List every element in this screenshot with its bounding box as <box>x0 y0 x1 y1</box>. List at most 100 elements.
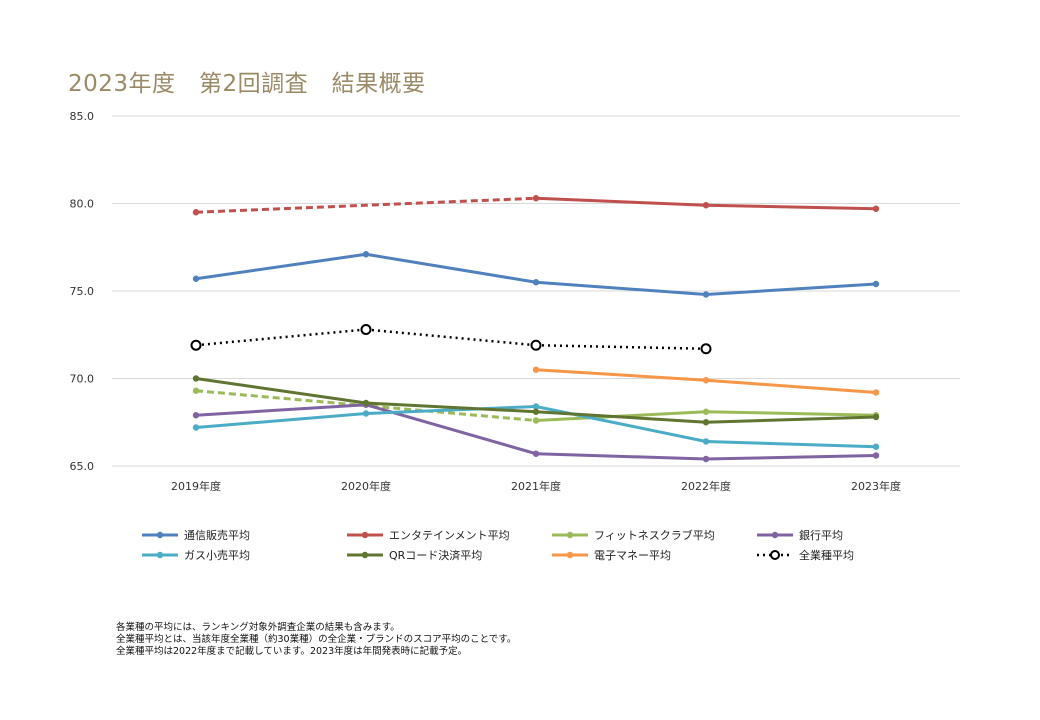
series-7 <box>190 324 712 355</box>
data-point <box>532 195 540 202</box>
legend-marker <box>550 549 590 561</box>
series-line <box>705 454 877 461</box>
series-line <box>705 203 877 211</box>
legend-marker <box>140 549 180 561</box>
data-point <box>872 443 880 450</box>
data-point <box>360 324 372 335</box>
data-point <box>532 417 540 424</box>
data-point <box>532 366 540 373</box>
legend-marker <box>345 549 385 561</box>
series-line <box>535 196 707 207</box>
series-line <box>535 410 707 424</box>
x-tick-label: 2020年度 <box>341 479 391 493</box>
series-line <box>195 328 367 347</box>
data-point <box>362 399 370 407</box>
series-line <box>705 410 877 417</box>
data-point <box>192 209 200 216</box>
footnote: 全業種平均は2022年度まで記載しています。2023年度は年間発表時に記載予定。 <box>116 646 468 657</box>
legend-item: 全業種平均 <box>755 548 905 562</box>
y-tick-label: 80.0 <box>70 198 95 211</box>
legend-label: QRコード決済平均 <box>389 549 483 562</box>
legend-item: 通信販売平均 <box>140 528 345 542</box>
legend-marker <box>550 529 590 541</box>
series-line <box>705 440 877 449</box>
data-point <box>192 412 200 419</box>
legend-item: 銀行平均 <box>755 528 905 542</box>
data-point <box>190 339 202 351</box>
data-point <box>192 275 200 282</box>
page-title: 2023年度 第2回調査 結果概要 <box>68 71 426 97</box>
data-point <box>702 455 710 463</box>
y-tick-label: 75.0 <box>70 285 95 298</box>
data-point <box>702 291 710 298</box>
footnotes: 各業種の平均には、ランキング対象外調査企業の結果も含みます。 全業種平均とは、当… <box>116 622 516 658</box>
legend-label: 通信販売平均 <box>184 529 250 542</box>
data-point <box>192 424 200 431</box>
legend-item: 電子マネー平均 <box>550 548 755 562</box>
legend-marker <box>140 529 180 541</box>
data-point <box>872 280 880 288</box>
data-point <box>192 387 200 394</box>
x-tick-label: 2021年度 <box>511 479 561 493</box>
data-point <box>700 343 712 355</box>
data-point <box>872 452 880 459</box>
series-4 <box>192 403 880 450</box>
series-line <box>535 280 707 296</box>
y-tick-label: 65.0 <box>70 460 95 473</box>
data-point <box>362 410 370 417</box>
footnote: 全業種平均とは、当該年度全業種（約30業種）の全企業・ブランドのスコア平均のこと… <box>116 634 517 645</box>
series-line <box>365 328 537 347</box>
x-tick-label: 2019年度 <box>171 479 221 493</box>
series-line <box>365 252 537 284</box>
legend-label: 全業種平均 <box>799 549 854 562</box>
series-line <box>535 344 707 350</box>
series-1 <box>192 195 880 216</box>
series-line <box>535 452 707 461</box>
legend-marker <box>755 529 795 541</box>
series-line <box>535 368 707 382</box>
series-line <box>195 377 367 405</box>
legend-label: フィットネスクラブ平均 <box>594 529 715 542</box>
series-0 <box>192 251 880 298</box>
series-line <box>365 401 537 414</box>
legend-item: QRコード決済平均 <box>345 548 550 562</box>
series-line <box>195 252 367 281</box>
data-point <box>702 377 710 384</box>
series-6 <box>532 366 880 396</box>
x-tick-label: 2023年度 <box>851 479 901 493</box>
legend-item: ガス小売平均 <box>140 548 345 562</box>
legend-marker <box>345 529 385 541</box>
legend-label: エンタテインメント平均 <box>389 529 510 542</box>
legend: 通信販売平均 エンタテインメント平均 フィットネスクラブ平均 銀行平均ガス小売平均 QR… <box>140 528 900 562</box>
series-line <box>195 403 367 417</box>
legend-label: ガス小売平均 <box>184 549 250 562</box>
data-point <box>702 419 710 426</box>
legend-item: フィットネスクラブ平均 <box>550 528 755 542</box>
legend-label: 電子マネー平均 <box>594 549 671 562</box>
legend-marker <box>755 549 795 561</box>
data-point <box>872 205 880 212</box>
data-point <box>532 408 540 415</box>
y-tick-label: 70.0 <box>70 373 95 386</box>
data-point <box>192 375 200 382</box>
series-line <box>195 196 537 214</box>
series-line <box>705 282 877 296</box>
footnote: 各業種の平均には、ランキング対象外調査企業の結果も含みます。 <box>116 622 400 633</box>
data-point <box>872 413 880 421</box>
data-point <box>702 438 710 445</box>
y-tick-label: 85.0 <box>70 110 95 123</box>
legend-label: 銀行平均 <box>799 529 843 542</box>
data-point <box>532 450 540 457</box>
series-5 <box>192 375 880 426</box>
legend-item: エンタテインメント平均 <box>345 528 550 542</box>
x-tick-label: 2022年度 <box>681 479 731 493</box>
data-point <box>530 339 542 351</box>
series-line <box>195 412 367 429</box>
data-point <box>532 403 540 410</box>
data-point <box>362 251 370 258</box>
data-point <box>702 202 710 209</box>
series-line <box>705 415 877 424</box>
series-line <box>705 378 877 394</box>
data-point <box>872 389 880 396</box>
